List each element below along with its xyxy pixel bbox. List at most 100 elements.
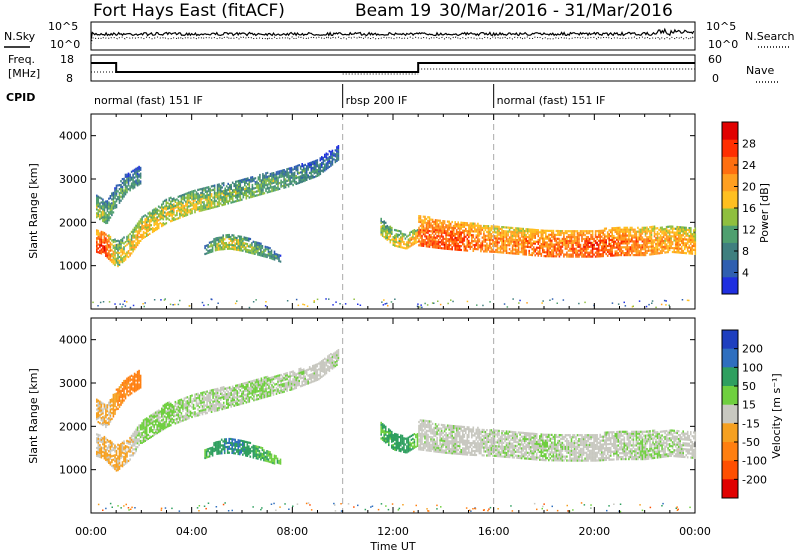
data-cell bbox=[433, 221, 435, 223]
data-cell bbox=[218, 187, 220, 189]
data-cell bbox=[675, 238, 677, 240]
data-cell bbox=[684, 227, 686, 229]
data-cell bbox=[489, 233, 491, 235]
data-cell bbox=[237, 196, 239, 198]
data-cell bbox=[155, 219, 157, 221]
data-cell bbox=[599, 240, 601, 242]
data-cell bbox=[98, 447, 100, 449]
data-cell bbox=[190, 191, 192, 193]
data-cell bbox=[172, 210, 174, 212]
data-cell bbox=[323, 161, 325, 163]
data-cell bbox=[259, 186, 261, 188]
data-cell bbox=[424, 241, 426, 243]
data-cell bbox=[430, 234, 432, 236]
data-cell bbox=[468, 240, 470, 242]
data-cell bbox=[645, 240, 647, 242]
data-cell bbox=[146, 431, 148, 433]
data-cell bbox=[628, 240, 630, 242]
data-cell bbox=[206, 206, 208, 208]
data-cell bbox=[271, 182, 273, 184]
data-cell bbox=[495, 243, 497, 245]
data-cell bbox=[96, 195, 98, 197]
data-cell bbox=[619, 231, 621, 233]
ground-cell bbox=[665, 304, 667, 306]
data-cell bbox=[424, 227, 426, 229]
data-cell bbox=[519, 232, 521, 234]
data-cell bbox=[129, 443, 131, 445]
data-cell bbox=[530, 244, 532, 246]
data-cell bbox=[661, 228, 663, 230]
data-cell bbox=[495, 235, 497, 237]
data-cell bbox=[581, 236, 583, 238]
data-cell bbox=[131, 182, 133, 184]
data-cell bbox=[679, 228, 681, 230]
data-cell bbox=[278, 258, 280, 260]
data-cell bbox=[120, 190, 122, 192]
data-cell bbox=[227, 236, 229, 238]
data-cell bbox=[426, 224, 428, 226]
data-cell bbox=[396, 239, 398, 241]
data-cell bbox=[250, 246, 252, 248]
data-cell bbox=[123, 184, 125, 186]
data-cell bbox=[601, 245, 603, 247]
data-cell bbox=[294, 168, 296, 170]
data-cell bbox=[166, 403, 168, 405]
data-cell bbox=[166, 203, 168, 205]
data-cell bbox=[268, 181, 270, 183]
data-cell bbox=[557, 232, 559, 234]
data-cell bbox=[126, 240, 128, 242]
data-cell bbox=[188, 405, 190, 407]
data-cell bbox=[519, 228, 521, 230]
data-cell bbox=[667, 237, 669, 239]
data-cell bbox=[406, 241, 408, 243]
data-cell bbox=[611, 255, 613, 257]
data-cell bbox=[229, 192, 231, 194]
data-cell bbox=[554, 249, 556, 251]
data-cell bbox=[102, 231, 104, 233]
data-cell bbox=[117, 240, 119, 242]
data-cell bbox=[102, 241, 104, 243]
data-cell bbox=[167, 217, 169, 219]
data-cell bbox=[513, 231, 515, 233]
data-cell bbox=[577, 238, 579, 240]
data-cell bbox=[584, 254, 586, 256]
data-cell bbox=[432, 236, 434, 238]
data-cell bbox=[676, 226, 678, 228]
data-cell bbox=[498, 226, 500, 228]
data-cell bbox=[534, 235, 536, 237]
data-cell bbox=[491, 235, 493, 237]
data-cell bbox=[524, 251, 526, 253]
data-cell bbox=[120, 261, 122, 263]
data-cell bbox=[297, 182, 299, 184]
data-cell bbox=[689, 235, 691, 237]
data-cell bbox=[421, 235, 423, 237]
data-cell bbox=[240, 185, 242, 187]
data-cell bbox=[476, 236, 478, 238]
data-cell bbox=[624, 231, 626, 233]
data-cell bbox=[515, 247, 517, 249]
data-cell bbox=[424, 235, 426, 237]
data-cell bbox=[96, 433, 98, 435]
data-cell bbox=[521, 234, 523, 236]
data-cell bbox=[286, 172, 288, 174]
data-cell bbox=[536, 249, 538, 251]
data-cell bbox=[317, 169, 319, 171]
data-cell bbox=[547, 245, 549, 247]
data-cell bbox=[637, 242, 639, 244]
data-cell bbox=[604, 241, 606, 243]
data-cell bbox=[176, 218, 178, 220]
data-cell bbox=[185, 208, 187, 210]
data-cell bbox=[663, 232, 665, 234]
data-cell bbox=[125, 259, 127, 261]
data-cell bbox=[260, 243, 262, 245]
data-cell bbox=[223, 196, 225, 198]
data-cell bbox=[580, 246, 582, 248]
data-cell bbox=[464, 236, 466, 238]
data-cell bbox=[120, 453, 122, 455]
data-cell bbox=[138, 224, 140, 226]
data-cell bbox=[220, 191, 222, 193]
data-cell bbox=[178, 400, 180, 402]
data-cell bbox=[669, 245, 671, 247]
data-cell bbox=[654, 226, 656, 228]
data-cell bbox=[123, 464, 125, 466]
